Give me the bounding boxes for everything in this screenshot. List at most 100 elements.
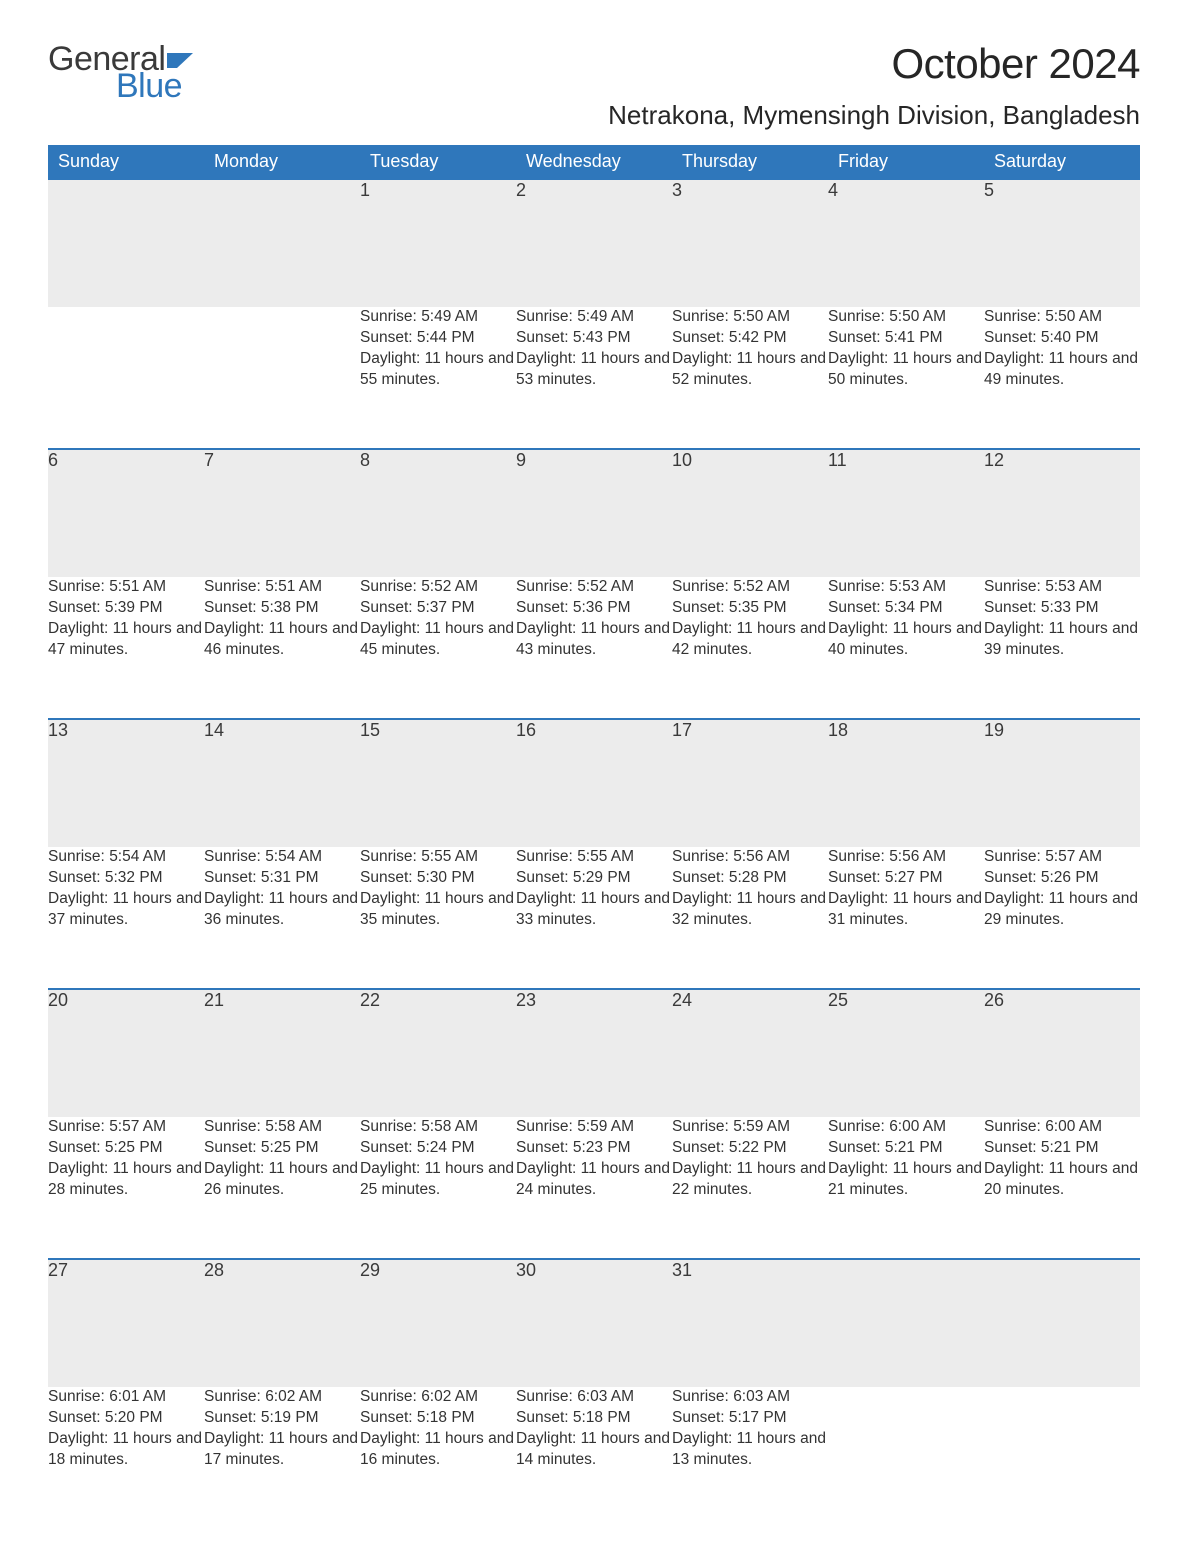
day-cell: Sunrise: 5:52 AMSunset: 5:37 PMDaylight:…	[360, 577, 516, 705]
day-sunset: Sunset: 5:31 PM	[204, 868, 360, 889]
value-sunrise: 5:51 AM	[265, 578, 322, 595]
day-daylight: Daylight: 11 hours and 36 minutes.	[204, 889, 360, 931]
label-sunset: Sunset:	[204, 599, 257, 616]
day-number: 22	[360, 989, 516, 1117]
logo-text-blue: Blue	[116, 67, 197, 106]
value-sunset: 5:35 PM	[729, 599, 787, 616]
label-sunrise: Sunrise:	[360, 848, 417, 865]
day-number: 25	[828, 989, 984, 1117]
day-sunset: Sunset: 5:37 PM	[360, 598, 516, 619]
label-daylight: Daylight:	[672, 620, 732, 637]
day-cell: Sunrise: 5:50 AMSunset: 5:40 PMDaylight:…	[984, 307, 1140, 435]
empty-day-cell	[48, 307, 204, 435]
label-sunset: Sunset:	[516, 1139, 569, 1156]
label-daylight: Daylight:	[828, 1160, 888, 1177]
day-sunrise: Sunrise: 5:55 AM	[360, 847, 516, 868]
logo: General Blue	[48, 40, 197, 106]
day-content-row: Sunrise: 5:57 AMSunset: 5:25 PMDaylight:…	[48, 1117, 1140, 1245]
day-cell: Sunrise: 5:55 AMSunset: 5:30 PMDaylight:…	[360, 847, 516, 975]
weekday-header: Thursday	[672, 145, 828, 179]
value-sunset: 5:36 PM	[573, 599, 631, 616]
label-daylight: Daylight:	[204, 890, 264, 907]
value-sunrise: 5:52 AM	[421, 578, 478, 595]
weekday-header-row: SundayMondayTuesdayWednesdayThursdayFrid…	[48, 145, 1140, 179]
day-number: 17	[672, 719, 828, 847]
day-sunrise: Sunrise: 5:58 AM	[360, 1117, 516, 1138]
value-sunset: 5:20 PM	[105, 1409, 163, 1426]
weekday-header: Saturday	[984, 145, 1140, 179]
value-sunset: 5:32 PM	[105, 869, 163, 886]
value-sunrise: 5:57 AM	[109, 1118, 166, 1135]
day-sunset: Sunset: 5:25 PM	[48, 1138, 204, 1159]
day-daylight: Daylight: 11 hours and 14 minutes.	[516, 1429, 672, 1471]
label-daylight: Daylight:	[516, 350, 576, 367]
day-number: 19	[984, 719, 1140, 847]
value-sunrise: 5:54 AM	[109, 848, 166, 865]
label-sunrise: Sunrise:	[984, 1118, 1041, 1135]
value-sunset: 5:17 PM	[729, 1409, 787, 1426]
day-daylight: Daylight: 11 hours and 20 minutes.	[984, 1159, 1140, 1201]
day-sunset: Sunset: 5:18 PM	[516, 1408, 672, 1429]
label-sunrise: Sunrise:	[48, 848, 105, 865]
day-daylight: Daylight: 11 hours and 45 minutes.	[360, 619, 516, 661]
day-sunrise: Sunrise: 6:03 AM	[516, 1387, 672, 1408]
day-cell: Sunrise: 5:53 AMSunset: 5:34 PMDaylight:…	[828, 577, 984, 705]
spacer-cell	[48, 705, 1140, 719]
label-daylight: Daylight:	[672, 1160, 732, 1177]
day-number: 4	[828, 179, 984, 307]
day-sunrise: Sunrise: 5:50 AM	[828, 307, 984, 328]
label-sunrise: Sunrise:	[360, 308, 417, 325]
value-sunset: 5:21 PM	[1041, 1139, 1099, 1156]
empty-day-number	[984, 1259, 1140, 1387]
day-sunset: Sunset: 5:27 PM	[828, 868, 984, 889]
day-cell: Sunrise: 5:57 AMSunset: 5:25 PMDaylight:…	[48, 1117, 204, 1245]
day-daylight: Daylight: 11 hours and 32 minutes.	[672, 889, 828, 931]
week-spacer	[48, 435, 1140, 449]
empty-day-cell	[828, 1387, 984, 1515]
label-daylight: Daylight:	[204, 1160, 264, 1177]
day-sunset: Sunset: 5:40 PM	[984, 328, 1140, 349]
week-spacer	[48, 1245, 1140, 1259]
day-number-row: 2728293031	[48, 1259, 1140, 1387]
day-cell: Sunrise: 5:50 AMSunset: 5:42 PMDaylight:…	[672, 307, 828, 435]
day-sunset: Sunset: 5:22 PM	[672, 1138, 828, 1159]
label-sunset: Sunset:	[672, 329, 725, 346]
value-sunrise: 5:59 AM	[577, 1118, 634, 1135]
day-daylight: Daylight: 11 hours and 24 minutes.	[516, 1159, 672, 1201]
day-sunrise: Sunrise: 5:51 AM	[48, 577, 204, 598]
day-daylight: Daylight: 11 hours and 17 minutes.	[204, 1429, 360, 1471]
empty-day-number	[828, 1259, 984, 1387]
value-sunrise: 5:54 AM	[265, 848, 322, 865]
day-number: 31	[672, 1259, 828, 1387]
day-daylight: Daylight: 11 hours and 25 minutes.	[360, 1159, 516, 1201]
day-sunrise: Sunrise: 6:02 AM	[204, 1387, 360, 1408]
value-sunrise: 5:56 AM	[733, 848, 790, 865]
value-sunrise: 5:49 AM	[577, 308, 634, 325]
label-daylight: Daylight:	[828, 890, 888, 907]
label-sunset: Sunset:	[828, 329, 881, 346]
day-cell: Sunrise: 5:56 AMSunset: 5:28 PMDaylight:…	[672, 847, 828, 975]
value-sunrise: 6:01 AM	[109, 1388, 166, 1405]
spacer-cell	[48, 1245, 1140, 1259]
day-sunset: Sunset: 5:17 PM	[672, 1408, 828, 1429]
weekday-header: Wednesday	[516, 145, 672, 179]
day-cell: Sunrise: 5:53 AMSunset: 5:33 PMDaylight:…	[984, 577, 1140, 705]
label-daylight: Daylight:	[516, 620, 576, 637]
day-daylight: Daylight: 11 hours and 40 minutes.	[828, 619, 984, 661]
label-sunrise: Sunrise:	[672, 848, 729, 865]
value-sunset: 5:44 PM	[417, 329, 475, 346]
title-block: October 2024 Netrakona, Mymensingh Divis…	[608, 40, 1140, 141]
label-sunset: Sunset:	[48, 1139, 101, 1156]
day-content-row: Sunrise: 5:49 AMSunset: 5:44 PMDaylight:…	[48, 307, 1140, 435]
day-daylight: Daylight: 11 hours and 37 minutes.	[48, 889, 204, 931]
day-sunrise: Sunrise: 5:54 AM	[204, 847, 360, 868]
value-sunrise: 5:49 AM	[421, 308, 478, 325]
day-sunset: Sunset: 5:34 PM	[828, 598, 984, 619]
day-sunrise: Sunrise: 5:49 AM	[516, 307, 672, 328]
label-sunrise: Sunrise:	[360, 1118, 417, 1135]
label-sunset: Sunset:	[204, 1409, 257, 1426]
day-sunset: Sunset: 5:43 PM	[516, 328, 672, 349]
weekday-header: Sunday	[48, 145, 204, 179]
label-daylight: Daylight:	[360, 350, 420, 367]
day-sunrise: Sunrise: 6:00 AM	[828, 1117, 984, 1138]
